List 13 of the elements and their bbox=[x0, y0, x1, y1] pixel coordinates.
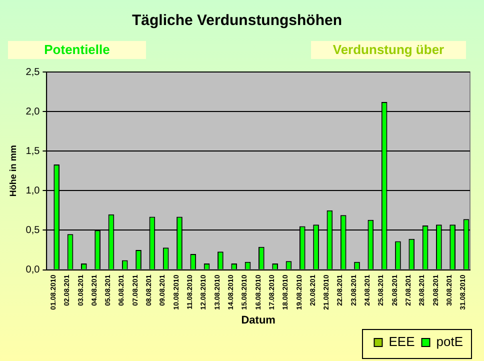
x-axis-title: Datum bbox=[241, 314, 276, 326]
text: Potentielle bbox=[8, 41, 146, 59]
chart-title: Tägliche Verdunstungshöhen bbox=[132, 12, 342, 30]
text: Verdunstung über bbox=[311, 41, 466, 59]
y-tick-label: 0,5 bbox=[26, 224, 40, 236]
y-tick-label: 2,0 bbox=[26, 106, 40, 118]
y-tick-label: 2,5 bbox=[26, 66, 40, 78]
y-tick-label: 0,0 bbox=[26, 264, 40, 276]
legend-label: potE bbox=[436, 334, 464, 350]
y-axis-title: Höhe in mm bbox=[8, 145, 18, 197]
legend-label: EEE bbox=[388, 334, 416, 350]
y-tick-label: 1,5 bbox=[26, 146, 40, 157]
y-tick-label: 1,0 bbox=[26, 185, 40, 196]
